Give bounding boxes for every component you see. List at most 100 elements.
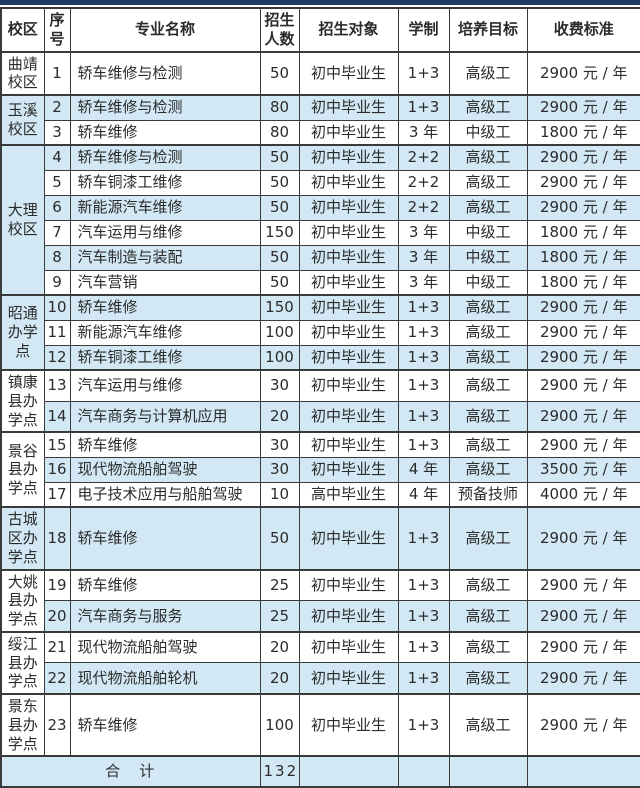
- cell-quota: 30: [259, 368, 300, 402]
- cell-quota: 50: [259, 50, 300, 96]
- cell-goal: 高级工: [448, 431, 528, 458]
- cell-goal: 高级工: [448, 169, 528, 196]
- cell-quota: 50: [259, 244, 300, 271]
- cell-duration: 1+3: [397, 400, 450, 433]
- footer-total-value: 1320: [259, 755, 300, 788]
- cell-fee: 2900 元 / 年: [526, 144, 640, 171]
- cell-index: 12: [43, 344, 71, 371]
- cell-target: 初中毕业生: [298, 630, 399, 664]
- cell-duration: 2+2: [397, 194, 450, 221]
- cell-duration: 4 年: [397, 456, 450, 483]
- cell-goal: 预备技师: [448, 481, 528, 508]
- cell-quota: 50: [259, 506, 300, 571]
- cell-index: 18: [43, 506, 71, 571]
- cell-goal: 高级工: [448, 692, 528, 757]
- cell-target: 初中毕业生: [298, 244, 399, 271]
- cell-quota: 100: [259, 319, 300, 346]
- cell-target: 初中毕业生: [298, 506, 399, 571]
- cell-target: 初中毕业生: [298, 294, 399, 321]
- cell-quota: 150: [259, 294, 300, 321]
- cell-target: 初中毕业生: [298, 344, 399, 371]
- cell-fee: 1800 元 / 年: [526, 269, 640, 296]
- cell-target: 初中毕业生: [298, 456, 399, 483]
- cell-quota: 20: [259, 662, 300, 695]
- cell-duration: 1+3: [397, 368, 450, 402]
- cell-quota: 80: [259, 94, 300, 121]
- cell-index: 11: [43, 319, 71, 346]
- cell-target: 初中毕业生: [298, 144, 399, 171]
- footer-empty-cell: [526, 755, 640, 788]
- column-header-campus: 校区: [0, 7, 45, 53]
- cell-index: 1: [43, 50, 71, 96]
- cell-goal: 高级工: [448, 94, 528, 121]
- cell-goal: 高级工: [448, 319, 528, 346]
- cell-quota: 50: [259, 194, 300, 221]
- cell-major: 新能源汽车维修: [69, 319, 261, 346]
- enrollment-table: 校区 序号 专业名称 招生人数 招生对象 学制 培养目标 收费标准 曲靖校区 1 轿车维修与检测 5…: [0, 7, 640, 788]
- cell-fee: 2900 元 / 年: [526, 294, 640, 321]
- cell-target: 初中毕业生: [298, 269, 399, 296]
- cell-campus: 大姚县办学点: [0, 568, 45, 633]
- table-row: 大理校区 4 轿车维修与检测 50 初中毕业生 2+2 高级工 2900 元 / 年: [0, 144, 640, 296]
- cell-fee: 2900 元 / 年: [526, 94, 640, 121]
- cell-target: 高中毕业生: [298, 481, 399, 508]
- cell-fee: 2900 元 / 年: [526, 568, 640, 602]
- cell-duration: 1+3: [397, 662, 450, 695]
- cell-major: 轿车维修: [69, 294, 261, 321]
- table-row: 11 新能源汽车维修 100 初中毕业生 1+3 高级工 2900 元 / 年: [1, 319, 640, 346]
- cell-target: 初中毕业生: [298, 431, 399, 458]
- cell-goal: 高级工: [448, 630, 528, 664]
- cell-major: 轿车铜漆工维修: [69, 344, 261, 371]
- cell-duration: 1+3: [397, 506, 450, 571]
- cell-major: 轿车维修: [69, 431, 261, 458]
- column-header-goal: 培养目标: [448, 7, 528, 53]
- cell-duration: 3 年: [397, 119, 450, 146]
- cell-index: 8: [43, 244, 71, 271]
- cell-duration: 1+3: [397, 431, 450, 458]
- cell-major: 汽车商务与服务: [69, 600, 261, 633]
- cell-major: 轿车维修: [69, 568, 261, 602]
- cell-major: 新能源汽车维修: [69, 194, 261, 221]
- cell-campus: 景东县办学点: [0, 692, 45, 757]
- cell-duration: 1+3: [397, 600, 450, 633]
- cell-quota: 25: [259, 568, 300, 602]
- table-row: 景东县办学点 23 轿车维修 100 初中毕业生 1+3 高级工 2900 元 / 年: [0, 692, 640, 757]
- cell-target: 初中毕业生: [298, 219, 399, 246]
- cell-campus: 景谷县办学点: [0, 431, 45, 508]
- cell-major: 汽车营销: [69, 269, 261, 296]
- table-row: 20 汽车商务与服务 25 初中毕业生 1+3 高级工 2900 元 / 年: [1, 600, 640, 633]
- table-row: 景谷县办学点 15 轿车维修 30 初中毕业生 1+3 高级工 2900 元 / 年: [0, 431, 640, 508]
- footer-total-label: 合 计: [0, 755, 261, 788]
- column-header-fee: 收费标准: [526, 7, 640, 53]
- cell-major: 汽车制造与装配: [69, 244, 261, 271]
- cell-fee: 4000 元 / 年: [526, 481, 640, 508]
- cell-goal: 高级工: [448, 144, 528, 171]
- cell-target: 初中毕业生: [298, 600, 399, 633]
- cell-fee: 1800 元 / 年: [526, 244, 640, 271]
- cell-duration: 2+2: [397, 144, 450, 171]
- cell-major: 轿车维修: [69, 506, 261, 571]
- table-header-row: 校区 序号 专业名称 招生人数 招生对象 学制 培养目标 收费标准: [0, 7, 640, 53]
- table-row: 5 轿车铜漆工维修 50 初中毕业生 2+2 高级工 2900 元 / 年: [1, 169, 640, 196]
- cell-fee: 2900 元 / 年: [526, 319, 640, 346]
- cell-fee: 3500 元 / 年: [526, 456, 640, 483]
- column-header-index: 序号: [43, 7, 71, 53]
- cell-index: 6: [43, 194, 71, 221]
- cell-target: 初中毕业生: [298, 119, 399, 146]
- column-header-target: 招生对象: [298, 7, 399, 53]
- cell-major: 电子技术应用与船舶驾驶: [69, 481, 261, 508]
- table-row: 6 新能源汽车维修 50 初中毕业生 2+2 高级工 2900 元 / 年: [1, 194, 640, 221]
- table-row: 22 现代物流船舶轮机 20 初中毕业生 1+3 高级工 2900 元 / 年: [1, 662, 640, 695]
- cell-goal: 中级工: [448, 244, 528, 271]
- cell-duration: 3 年: [397, 244, 450, 271]
- cell-major: 轿车维修: [69, 692, 261, 757]
- table-row: 古城区办学点 18 轿车维修 50 初中毕业生 1+3 高级工 2900 元 / 年: [0, 506, 640, 571]
- cell-fee: 2900 元 / 年: [526, 50, 640, 96]
- cell-campus: 曲靖校区: [0, 50, 45, 96]
- table-row: 14 汽车商务与计算机应用 20 初中毕业生 1+3 高级工 2900 元 / 年: [1, 400, 640, 433]
- footer-empty-cell: [298, 755, 399, 788]
- cell-quota: 50: [259, 269, 300, 296]
- table-row: 7 汽车运用与维修 150 初中毕业生 3 年中级工 1800 元 / 年: [1, 219, 640, 246]
- cell-goal: 高级工: [448, 600, 528, 633]
- cell-major: 汽车运用与维修: [69, 368, 261, 402]
